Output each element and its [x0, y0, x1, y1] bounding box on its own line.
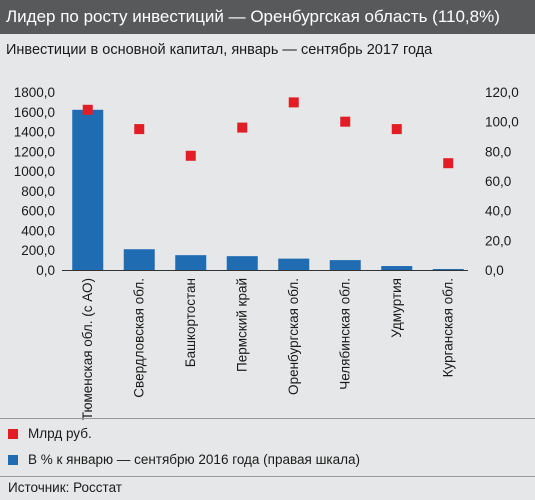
left-axis-tick-label: 1200,0: [14, 144, 55, 159]
category-label: Свердловская обл.: [131, 278, 146, 398]
left-axis-tick-label: 800,0: [21, 184, 55, 199]
category-label: Удмуртия: [389, 278, 404, 338]
bar-1: [72, 109, 104, 270]
chart-title: Лидер по росту инвестиций — Оренбургская…: [0, 0, 535, 34]
right-axis-tick-label: 100,0: [485, 115, 519, 130]
legend-item-billion-rub: Млрд руб.: [8, 426, 92, 441]
chart-subtitle: Инвестиции в основной капитал, январь — …: [6, 42, 433, 58]
right-axis-tick-label: 120,0: [485, 85, 519, 100]
right-axis-tick-label: 40,0: [485, 204, 511, 219]
left-axis-tick-label: 0,0: [36, 263, 55, 278]
legend-swatch-red: [8, 428, 18, 439]
category-label: Оренбургская обл.: [286, 278, 301, 395]
left-axis-tick-label: 1600,0: [14, 105, 55, 120]
category-label: Челябинская обл.: [337, 278, 352, 390]
marker-1: [82, 104, 93, 115]
marker-7: [391, 124, 402, 135]
marker-6: [340, 116, 351, 127]
bar-7: [381, 266, 413, 270]
right-axis-tick-label: 60,0: [485, 174, 511, 189]
left-axis-tick-label: 400,0: [21, 223, 55, 238]
marker-4: [237, 122, 248, 133]
bar-3: [175, 255, 207, 270]
marker-5: [288, 97, 299, 108]
legend-label-percent: В % к январю — сентябрю 2016 года (права…: [28, 452, 361, 467]
left-axis-tick-label: 1800,0: [14, 85, 55, 100]
legend-label-billion-rub: Млрд руб.: [28, 426, 92, 441]
right-axis-tick-label: 0,0: [485, 263, 504, 278]
category-label: Башкортостан: [183, 278, 198, 367]
marker-8: [443, 158, 454, 169]
legend-item-percent: В % к январю — сентябрю 2016 года (права…: [8, 452, 360, 467]
bar-6: [329, 260, 361, 270]
right-axis-tick-label: 20,0: [485, 233, 511, 248]
legend-separator-top: [0, 418, 535, 419]
marker-2: [134, 124, 145, 135]
bar-4: [226, 256, 258, 270]
bar-5: [278, 258, 310, 270]
right-axis-tick-label: 80,0: [485, 144, 511, 159]
legend-swatch-blue: [8, 454, 18, 465]
legend-separator-bottom: [0, 476, 535, 477]
left-axis-tick-label: 200,0: [21, 243, 55, 258]
left-axis-tick-label: 600,0: [21, 204, 55, 219]
bar-8: [432, 269, 464, 270]
source-note: Источник: Росстат: [8, 480, 122, 495]
category-label: Пермский край: [234, 278, 249, 372]
bar-2: [123, 249, 155, 270]
left-axis-tick-label: 1400,0: [14, 125, 55, 140]
marker-3: [185, 150, 196, 161]
left-axis-tick-label: 1000,0: [14, 164, 55, 179]
category-label: Тюменская обл. (с АО): [80, 278, 95, 420]
category-label: Курганская обл.: [440, 278, 455, 377]
